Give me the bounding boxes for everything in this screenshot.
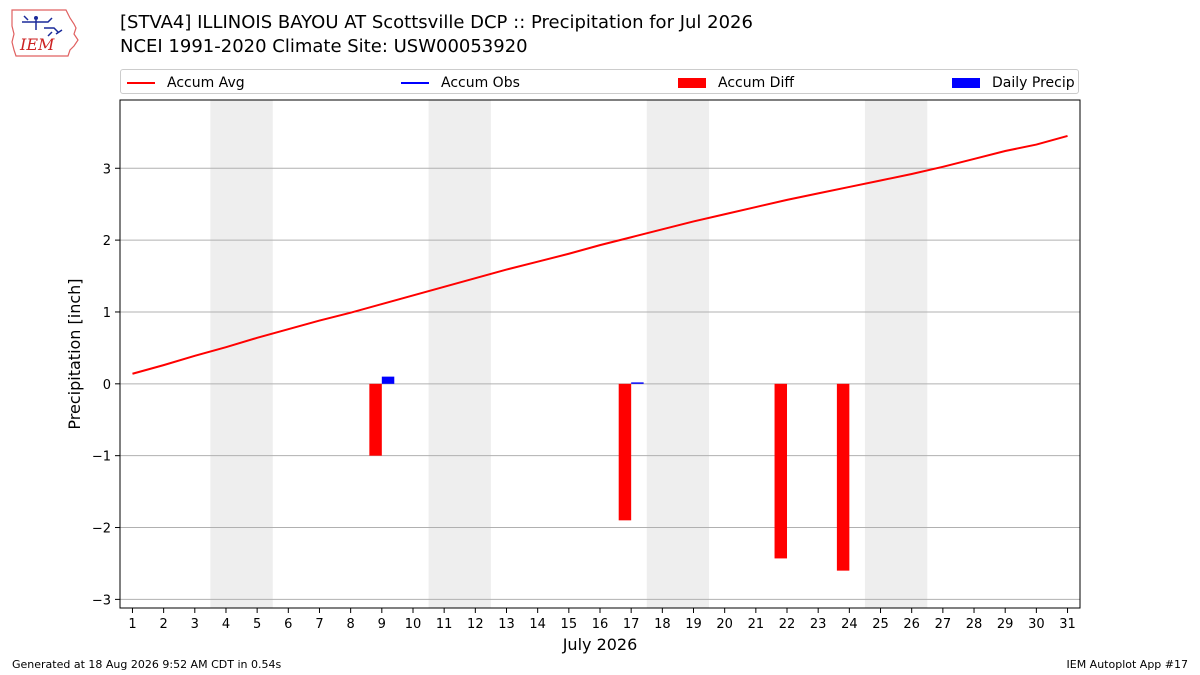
x-tick-label: 13 <box>498 617 515 632</box>
y-tick-label: −2 <box>92 522 111 537</box>
x-tick-label: 26 <box>903 617 920 632</box>
x-tick-label: 29 <box>997 617 1014 632</box>
legend-item-accum-diff: Accum Diff <box>678 70 794 95</box>
x-tick-label: 23 <box>810 617 827 632</box>
x-tick-label: 1 <box>128 617 136 632</box>
legend-item-accum-avg: Accum Avg <box>127 70 245 95</box>
y-tick-label: 0 <box>103 378 111 393</box>
x-tick-label: 15 <box>561 617 578 632</box>
x-tick-label: 18 <box>654 617 671 632</box>
y-tick-label: −3 <box>92 593 111 608</box>
footer-app: IEM Autoplot App #17 <box>1066 658 1189 671</box>
x-tick-label: 27 <box>935 617 952 632</box>
weekend-band <box>210 100 273 608</box>
x-tick-label: 17 <box>623 617 640 632</box>
x-tick-label: 16 <box>592 617 609 632</box>
legend-item-accum-obs: Accum Obs <box>401 70 520 95</box>
x-tick-label: 19 <box>685 617 702 632</box>
iem-logo: IEM <box>8 6 82 60</box>
x-tick-label: 7 <box>315 617 323 632</box>
accum-obs-swatch <box>401 81 429 84</box>
x-tick-label: 20 <box>716 617 733 632</box>
x-tick-label: 12 <box>467 617 484 632</box>
x-tick-label: 30 <box>1028 617 1045 632</box>
y-tick-label: 3 <box>103 162 111 177</box>
y-tick-label: 2 <box>103 234 111 249</box>
logo-text: IEM <box>19 35 55 54</box>
accum-diff-bar <box>836 383 850 571</box>
x-axis-label: July 2026 <box>562 635 638 654</box>
accum-diff-swatch <box>678 77 706 88</box>
accum-diff-bar <box>618 383 632 521</box>
weekend-band <box>428 100 491 608</box>
y-tick-label: −1 <box>92 450 111 465</box>
x-tick-label: 9 <box>378 617 386 632</box>
accum-avg-line <box>132 134 1068 375</box>
legend: Accum Avg Accum Obs Accum Diff Daily Pre… <box>120 69 1079 94</box>
x-tick-label: 2 <box>159 617 167 632</box>
daily-precip-bar <box>631 382 644 384</box>
x-tick-label: 8 <box>347 617 355 632</box>
weekend-band <box>864 100 928 608</box>
daily-precip-swatch <box>952 77 980 88</box>
x-tick-label: 31 <box>1059 617 1076 632</box>
x-tick-label: 11 <box>436 617 453 632</box>
daily-precip-bar <box>381 376 395 384</box>
x-tick-label: 28 <box>966 617 983 632</box>
chart-title: [STVA4] ILLINOIS BAYOU AT Scottsville DC… <box>120 12 753 33</box>
chart-subtitle: NCEI 1991-2020 Climate Site: USW00053920 <box>120 36 528 57</box>
footer-generated: Generated at 18 Aug 2026 9:52 AM CDT in … <box>12 658 282 671</box>
legend-label-daily-precip: Daily Precip <box>992 74 1075 91</box>
accum-diff-bar <box>369 383 382 456</box>
x-tick-label: 22 <box>779 617 796 632</box>
x-tick-label: 6 <box>284 617 292 632</box>
x-tick-label: 14 <box>529 617 546 632</box>
legend-item-daily-precip: Daily Precip <box>952 70 1075 95</box>
x-tick-label: 25 <box>872 617 889 632</box>
weekend-band <box>646 100 710 608</box>
x-tick-label: 24 <box>841 617 858 632</box>
iowa-map-icon: IEM <box>11 9 79 57</box>
x-tick-label: 5 <box>253 617 261 632</box>
legend-label-accum-diff: Accum Diff <box>718 74 795 91</box>
x-tick-label: 21 <box>748 617 765 632</box>
y-tick-label: 1 <box>103 306 111 321</box>
y-axis-label: Precipitation [inch] <box>65 278 84 429</box>
x-tick-label: 4 <box>222 617 230 632</box>
accum-avg-swatch <box>127 81 155 84</box>
legend-label-accum-obs: Accum Obs <box>441 74 520 91</box>
x-tick-label: 10 <box>405 617 422 632</box>
x-tick-label: 3 <box>191 617 199 632</box>
accum-diff-bar <box>774 383 788 559</box>
legend-label-accum-avg: Accum Avg <box>167 74 245 91</box>
